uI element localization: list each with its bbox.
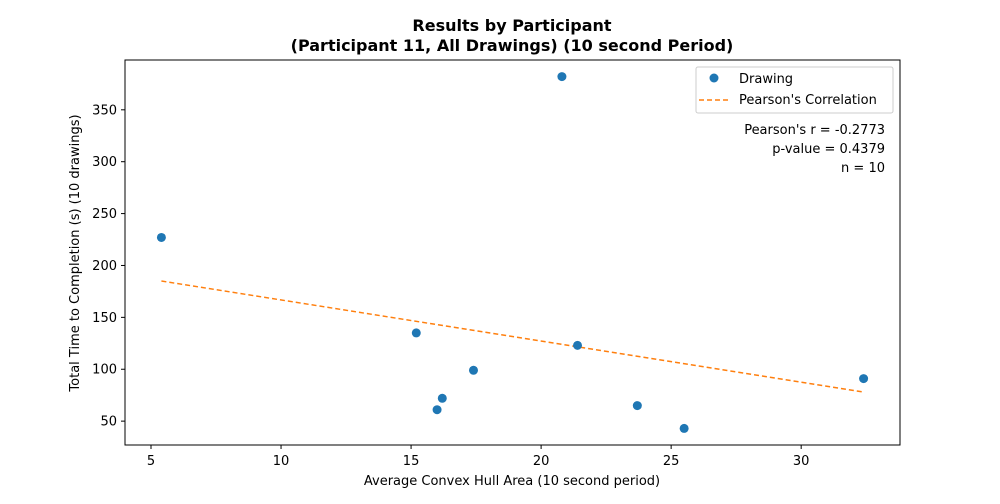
x-tick-label: 5 [147, 454, 155, 469]
y-tick-label: 150 [92, 311, 117, 326]
chart-title: Results by Participant [412, 16, 611, 35]
y-tick-label: 200 [92, 259, 117, 274]
trend-line-layer [161, 280, 864, 393]
data-point [859, 374, 869, 384]
legend-label-pearson: Pearson's Correlation [739, 93, 877, 108]
y-tick-label: 250 [92, 207, 117, 222]
data-point [156, 232, 166, 242]
p-value-annotation: p-value = 0.4379 [772, 142, 885, 157]
data-point [679, 423, 689, 433]
y-tick-label: 350 [92, 103, 117, 118]
stats-annotation: Pearson's r = -0.2773 p-value = 0.4379 n… [744, 123, 885, 176]
data-points-layer [156, 72, 869, 433]
data-point [437, 393, 447, 403]
legend-label-drawing: Drawing [739, 72, 793, 87]
data-point [632, 401, 642, 411]
data-point [557, 72, 567, 82]
data-point [432, 405, 442, 415]
legend: Drawing Pearson's Correlation [695, 66, 894, 114]
y-axis-label: Total Time to Completion (s) (10 drawing… [68, 114, 83, 392]
axis-ticks: 5 10 15 20 25 30 50 100 150 200 250 300 350 [92, 103, 809, 469]
x-tick-label: 25 [663, 454, 680, 469]
data-point [573, 340, 583, 350]
x-tick-label: 15 [403, 454, 420, 469]
plot-area-frame [124, 59, 901, 446]
legend-marker-drawing [709, 73, 719, 83]
x-tick-label: 20 [533, 454, 550, 469]
legend-box [695, 66, 894, 114]
y-tick-label: 50 [100, 415, 117, 430]
y-tick-label: 300 [92, 155, 117, 170]
y-tick-label: 100 [92, 363, 117, 378]
n-annotation: n = 10 [841, 161, 885, 176]
pearson-r-annotation: Pearson's r = -0.2773 [744, 123, 885, 138]
pearson-correlation-line [161, 280, 864, 393]
data-point [411, 328, 421, 338]
x-tick-label: 10 [273, 454, 290, 469]
x-axis-label: Average Convex Hull Area (10 second peri… [364, 474, 660, 489]
x-tick-label: 30 [793, 454, 810, 469]
data-point [468, 365, 478, 375]
chart-subtitle: (Participant 11, All Drawings) (10 secon… [291, 36, 734, 55]
